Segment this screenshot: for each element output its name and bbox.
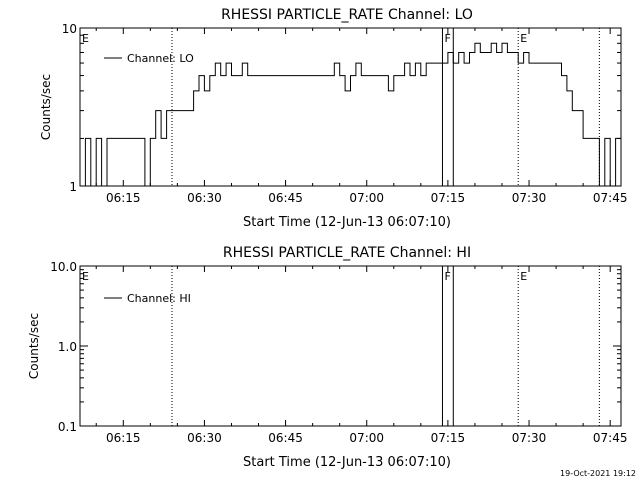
y-tick-label: 0.1: [58, 420, 77, 434]
legend-entry-lo: Channel: LO: [127, 52, 194, 65]
panel-lo: RHESSI PARTICLE_RATE Channel: LO Counts/…: [39, 7, 627, 230]
y-axis-label-hi: Counts/sec: [27, 313, 41, 379]
marker-label: F: [444, 32, 450, 45]
y-tick-label: 1.0: [58, 340, 77, 354]
y-axis-label-lo: Counts/sec: [39, 74, 53, 140]
marker-label: E: [520, 32, 527, 45]
chart-title-hi: RHESSI PARTICLE_RATE Channel: HI: [223, 245, 471, 261]
x-tick-label: 07:15: [431, 431, 466, 445]
x-tick-label: 07:00: [349, 191, 384, 205]
x-tick-label: 06:45: [268, 431, 303, 445]
y-tick-label: 10.0: [50, 260, 77, 274]
y-tick-label: 10: [62, 22, 77, 36]
series-layer-lo: [80, 42, 621, 187]
panel-hi: RHESSI PARTICLE_RATE Channel: HI Counts/…: [27, 245, 627, 470]
marker-label: E: [82, 270, 89, 283]
x-tick-label: 07:45: [593, 431, 628, 445]
y-tick-label: 1: [69, 180, 77, 194]
x-tick-label: 06:15: [106, 191, 141, 205]
x-ticks-hi: 06:15 06:30 06:45 07:00 07:15 07:30 07:45: [95, 266, 628, 445]
x-tick-label: 07:30: [512, 431, 547, 445]
marker-label: E: [82, 32, 89, 45]
x-tick-label: 06:15: [106, 431, 141, 445]
footer-timestamp: 19-Oct-2021 19:12: [560, 469, 636, 478]
chart-title-lo: RHESSI PARTICLE_RATE Channel: LO: [221, 7, 473, 23]
x-axis-label-hi: Start Time (12-Jun-13 06:07:10): [243, 455, 451, 470]
x-tick-label: 07:00: [349, 431, 384, 445]
x-tick-label: 07:15: [431, 191, 466, 205]
x-tick-label: 07:30: [512, 191, 547, 205]
plot-frame-hi: [79, 265, 622, 427]
x-axis-label-lo: Start Time (12-Jun-13 06:07:10): [243, 215, 451, 230]
legend-entry-hi: Channel: HI: [127, 292, 191, 305]
marker-label: F: [444, 270, 450, 283]
x-tick-label: 06:30: [187, 431, 222, 445]
x-tick-label: 06:30: [187, 191, 222, 205]
x-tick-label: 07:45: [593, 191, 628, 205]
x-tick-label: 06:45: [268, 191, 303, 205]
y-ticks-lo: 1 10: [62, 22, 621, 194]
x-ticks-lo: 06:15 06:30 06:45 07:00 07:15 07:30 07:45: [95, 28, 628, 205]
y-ticks-hi: 0.1 1.0 10.0: [50, 260, 621, 434]
marker-label: E: [520, 270, 527, 283]
series-line-lo: [80, 42, 621, 187]
